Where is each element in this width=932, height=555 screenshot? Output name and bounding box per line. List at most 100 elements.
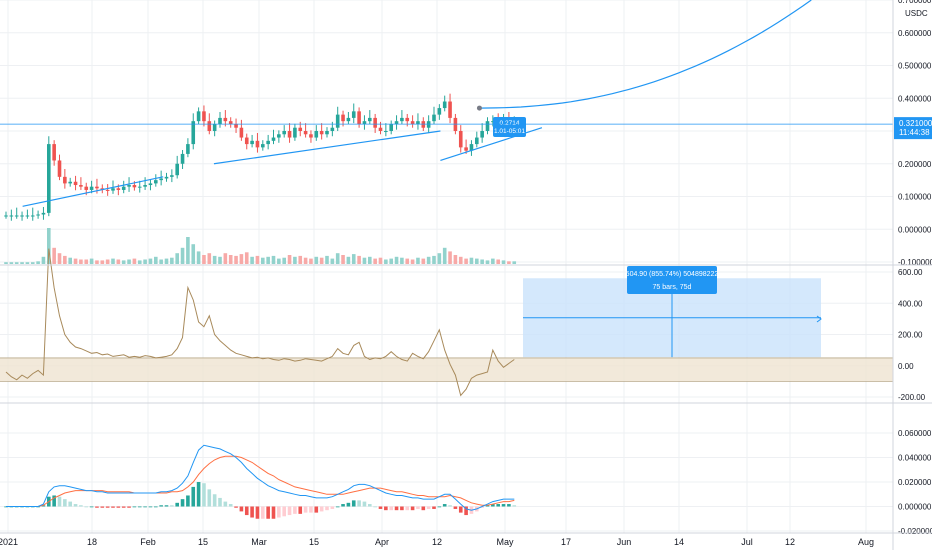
candle xyxy=(20,215,24,217)
histogram-bar xyxy=(368,504,372,507)
parabolic-projection xyxy=(479,0,812,109)
y-tick-label: 0.000000 xyxy=(898,225,932,234)
candle xyxy=(228,121,233,125)
volume-bar xyxy=(68,257,72,264)
macd-panel[interactable] xyxy=(4,444,517,519)
volume-bar xyxy=(303,257,308,264)
histogram-bar xyxy=(154,506,158,508)
histogram-bar xyxy=(95,506,99,508)
candle xyxy=(250,140,254,145)
volume-bar xyxy=(20,262,24,264)
y-tick-label: 200.00 xyxy=(898,331,923,340)
overlay-label-line1: 0.2714 xyxy=(500,120,520,127)
histogram-bar xyxy=(341,504,345,507)
histogram-bar xyxy=(234,506,238,508)
candle xyxy=(416,121,420,125)
x-tick-label: 18 xyxy=(87,537,97,547)
volume-bar xyxy=(175,253,179,264)
candle xyxy=(52,144,56,161)
histogram-bar xyxy=(464,506,468,516)
candle xyxy=(175,163,179,176)
x-tick-label: Jul xyxy=(741,537,753,547)
histogram-bar xyxy=(394,506,399,511)
volume-bar xyxy=(79,259,83,264)
countdown-timer: 11:44:38 xyxy=(899,128,930,137)
candle xyxy=(410,121,415,125)
candle xyxy=(143,185,147,187)
candle xyxy=(330,127,335,131)
y-tick-label: 0.200000 xyxy=(898,160,932,169)
candle xyxy=(170,175,174,177)
candle xyxy=(314,131,319,138)
y-tick-label: 0.600000 xyxy=(898,29,932,38)
histogram-bar xyxy=(175,502,179,507)
volume-bar xyxy=(84,259,89,264)
cci-panel[interactable]: 504.90 (855.74%) 504898222 75 bars, 75d xyxy=(0,248,893,397)
candle xyxy=(480,131,484,138)
histogram-bar xyxy=(223,501,228,507)
histogram-bar xyxy=(57,496,62,507)
volume-bar xyxy=(410,259,415,264)
candle xyxy=(63,176,67,184)
volume-bar xyxy=(186,237,190,264)
candle xyxy=(121,186,126,190)
volume-bar xyxy=(293,256,297,264)
candle xyxy=(137,186,142,188)
volume-bar xyxy=(271,255,276,264)
histogram-bar xyxy=(100,506,105,508)
volume-bar xyxy=(137,260,142,264)
candle xyxy=(325,131,329,135)
candle xyxy=(148,183,153,186)
trendline xyxy=(22,176,164,207)
candle xyxy=(127,185,131,187)
candle xyxy=(191,121,196,145)
histogram-bar xyxy=(319,506,324,512)
volume-bar xyxy=(491,258,495,264)
candle xyxy=(266,140,270,145)
currency-label: USDC xyxy=(905,9,928,18)
last-price-value: 0.321000 xyxy=(899,119,932,128)
volume-bar xyxy=(501,260,506,264)
volume-bar xyxy=(485,260,490,264)
histogram-bar xyxy=(212,494,217,507)
last-price-tag xyxy=(894,117,932,140)
histogram-bar xyxy=(405,506,410,511)
histogram-bar xyxy=(105,506,110,508)
volume-bar xyxy=(95,260,99,264)
candle xyxy=(180,153,185,164)
candle xyxy=(234,124,238,128)
volume-bar xyxy=(351,254,356,264)
volume-bar xyxy=(373,258,377,264)
histogram-bar xyxy=(416,506,420,509)
volume-bar xyxy=(330,258,335,264)
volume-bar xyxy=(36,261,40,264)
histogram-bar xyxy=(442,504,447,507)
candle xyxy=(223,117,228,122)
candle xyxy=(405,117,410,122)
volume-bar xyxy=(480,259,484,264)
volume-bar xyxy=(196,251,201,264)
histogram-bar xyxy=(437,506,442,508)
histogram-bar xyxy=(111,506,115,508)
volume-bar xyxy=(191,244,196,264)
volume-bar xyxy=(89,258,94,264)
volume-bar xyxy=(111,258,115,264)
volume-bar xyxy=(437,253,442,264)
measure-label-line2: 75 bars, 75d xyxy=(653,284,692,291)
histogram-bar xyxy=(239,506,244,512)
candle xyxy=(341,114,345,122)
volume-bar xyxy=(202,255,206,264)
volume-bar xyxy=(357,255,361,264)
candle xyxy=(432,114,436,122)
x-tick-label: 12 xyxy=(432,537,442,547)
histogram-bar xyxy=(127,506,131,508)
candle xyxy=(164,176,169,179)
histogram-bar xyxy=(346,502,351,507)
histogram-bar xyxy=(63,499,67,507)
volume-bar xyxy=(25,262,30,264)
volume-bar xyxy=(234,255,238,264)
x-tick-label: 14 xyxy=(674,537,684,547)
